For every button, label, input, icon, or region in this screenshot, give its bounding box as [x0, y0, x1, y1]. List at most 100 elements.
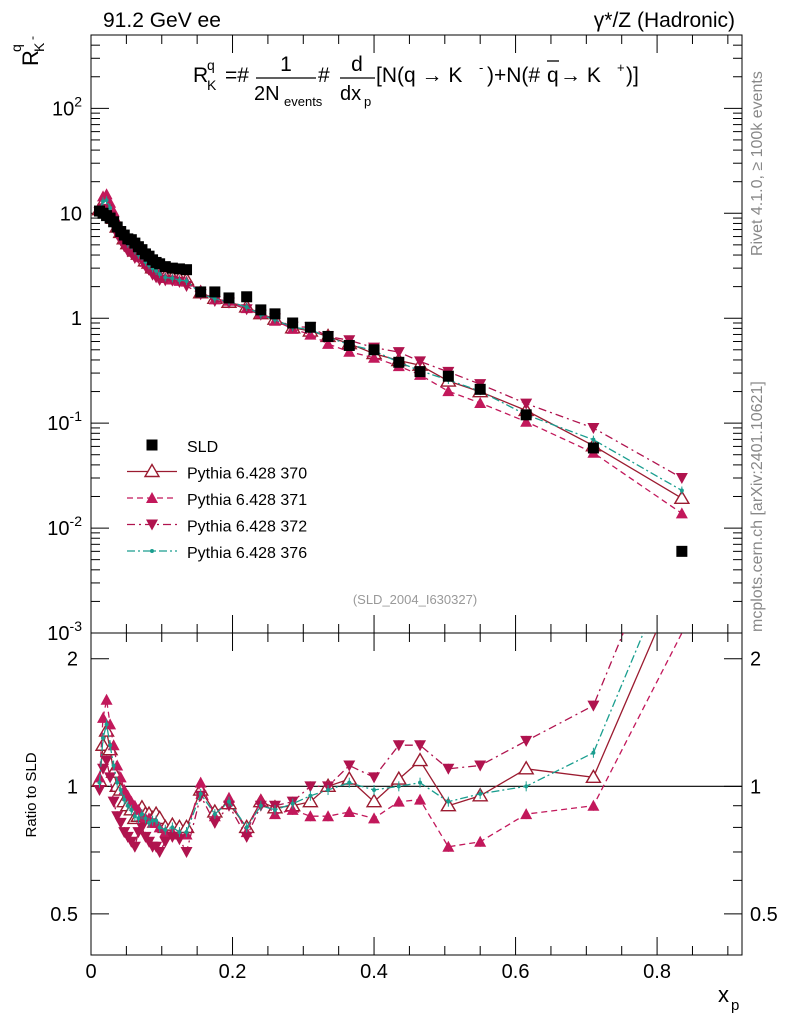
- ratio-376-point: [244, 825, 249, 830]
- ratio-376-point: [258, 803, 263, 808]
- ratio-372-point: [474, 760, 487, 772]
- sld-data-point: [343, 339, 355, 351]
- ratio-376-point: [372, 788, 377, 793]
- ratio-372-point: [343, 760, 356, 772]
- ratio-x-tick-label: 0.6: [502, 961, 530, 983]
- legend-label: SLD: [187, 439, 218, 456]
- ratio-372-point: [240, 831, 253, 843]
- ratio-376-point: [226, 799, 231, 804]
- ratio-376-point: [143, 816, 148, 821]
- ratio-376-point: [524, 784, 529, 789]
- ratio-y-tick-label-right: 0.5: [750, 904, 778, 926]
- formula-title: R q K =# 1 2N events # d dx p [N(q → K -…: [193, 53, 639, 109]
- series-371-point: [343, 345, 356, 357]
- series-376-point: [104, 198, 109, 203]
- legend-label: Pythia 6.428 372: [187, 519, 307, 536]
- series-376-point: [163, 275, 168, 280]
- main-y-tick-label-exp: -2: [70, 513, 83, 529]
- formula-lhs: R: [193, 64, 208, 87]
- legend-label: Pythia 6.428 371: [187, 492, 307, 509]
- formula-num2: d: [351, 53, 363, 76]
- sld-data-point: [414, 366, 426, 378]
- main-y-axis: 10-3 10-2 10-1 1 10 102: [47, 34, 742, 645]
- y-axis-title-main: R: [18, 50, 43, 66]
- main-y-tick-label-exp: -1: [70, 408, 83, 424]
- ratio-376-point: [108, 743, 113, 748]
- sld-data-point: [322, 330, 334, 342]
- y-axis-title-sup: q: [8, 44, 24, 52]
- ratio-372-point: [153, 846, 166, 858]
- sld-data-point: [287, 317, 299, 329]
- ratio-376-point: [122, 797, 127, 802]
- ratio-y-tick-label: 0.5: [50, 904, 78, 926]
- sld-data-point: [393, 356, 405, 368]
- formula-lhs-sub: K: [207, 77, 217, 93]
- ratio-376-point: [290, 801, 295, 806]
- ratio-376-point: [163, 827, 168, 832]
- series-372-point: [587, 422, 600, 434]
- main-x-axis: [90, 35, 729, 633]
- x-axis-title-sub: p: [731, 997, 739, 1014]
- ratio-376-line: [98, 633, 645, 833]
- ratio-376-point: [132, 814, 137, 819]
- ratio-372-point: [173, 834, 186, 846]
- series-371-point: [368, 351, 381, 363]
- legend-marker: [146, 492, 158, 503]
- ratio-371-point: [104, 718, 117, 730]
- ratio-371-point: [392, 795, 405, 807]
- ratio-370-point: [517, 760, 535, 775]
- legend-marker: [150, 549, 154, 553]
- ratio-371-line: [98, 633, 683, 848]
- ratio-376-point: [184, 830, 189, 835]
- series-376-point: [591, 437, 596, 442]
- formula-rest: [N(q → K: [376, 64, 462, 87]
- ratio-y-tick-label: 1: [67, 776, 78, 798]
- formula-den1: 2N: [254, 83, 280, 105]
- ratio-371-point: [114, 771, 127, 783]
- ratio-376-point: [478, 791, 483, 796]
- formula-mid: #: [318, 64, 330, 87]
- ratio-y-axis: 0.5 0.5 1 1 2 2: [50, 649, 778, 926]
- ratio-372-point: [128, 841, 141, 853]
- main-y-tick-label-exp: 2: [74, 93, 82, 109]
- ratio-y-tick-label-right: 2: [750, 649, 761, 671]
- series-376-point: [679, 488, 684, 493]
- ratio-x-tick-label: 0: [85, 961, 96, 983]
- ratio-376-point: [115, 780, 120, 785]
- ratio-376-point: [446, 799, 451, 804]
- series-371-point: [442, 385, 455, 397]
- y-axis-title-sub: K: [31, 42, 47, 52]
- sld-data-point: [520, 409, 532, 421]
- legend-marker: [146, 519, 158, 531]
- formula-num1: 1: [280, 53, 292, 76]
- ratio-376-point: [129, 807, 134, 812]
- x-axis-title-main: x: [718, 982, 729, 1007]
- series-370-point: [673, 489, 691, 505]
- series-371-point: [675, 507, 688, 519]
- series-376-point: [157, 271, 162, 276]
- series-372-point: [675, 473, 688, 485]
- ratio-panel-frame: [90, 632, 743, 956]
- ratio-372-point: [100, 755, 113, 767]
- series-371-point: [100, 188, 113, 200]
- series-376-point: [170, 276, 175, 281]
- ratio-371-point: [343, 805, 356, 817]
- sld-data-point: [241, 291, 253, 303]
- ratio-372-point: [304, 781, 317, 793]
- mcplots-label: mcplots.cern.ch [arXiv:2401.10621]: [749, 381, 766, 632]
- sld-data-point: [269, 308, 281, 320]
- formula-rest-sup2: +: [617, 60, 625, 75]
- rivet-version-label: Rivet 4.1.0, ≥ 100k events: [749, 71, 766, 256]
- main-y-tick-label-exp: -3: [70, 618, 83, 634]
- ratio-376-point: [272, 807, 277, 812]
- ratio-371-point: [286, 803, 299, 815]
- formula-den2: dx: [340, 83, 361, 105]
- ratio-372-point: [442, 763, 455, 775]
- ratio-376-point: [147, 820, 152, 825]
- ratio-y-tick-label: 2: [67, 649, 78, 671]
- ratio-376-point: [308, 793, 313, 798]
- ratio-376-point: [111, 763, 116, 768]
- ratio-370-line: [98, 633, 657, 829]
- main-panel-frame: [90, 34, 743, 634]
